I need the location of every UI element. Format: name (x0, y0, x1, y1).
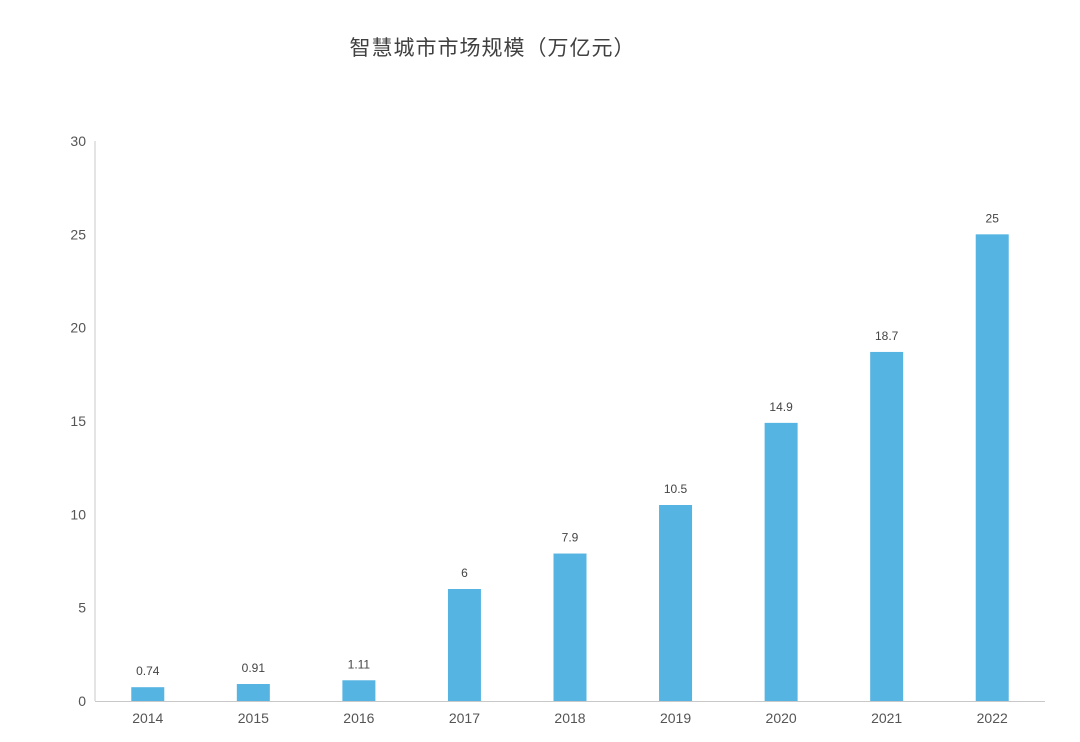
y-axis-ticks: 0 5 10 15 20 25 30 (70, 133, 86, 709)
bar-2017 (447, 589, 481, 701)
data-label-2015: 0.91 (242, 661, 266, 675)
x-tick-label-2016: 2016 (343, 710, 374, 726)
y-tick-label: 25 (70, 226, 86, 242)
data-label-2014: 0.74 (136, 664, 160, 678)
bar-2016 (342, 680, 376, 701)
bar-2022 (975, 234, 1009, 702)
bar-2018 (553, 553, 587, 701)
data-label-2022: 25 (986, 211, 1000, 225)
bar-2021 (870, 351, 904, 701)
y-tick-label: 15 (70, 413, 86, 429)
bar-2014 (131, 687, 165, 701)
bars (131, 234, 1009, 702)
x-tick-label-2014: 2014 (132, 710, 163, 726)
y-tick-label: 0 (78, 693, 86, 709)
y-tick-label: 5 (78, 600, 86, 616)
bar-2015 (236, 684, 270, 701)
y-tick-label: 20 (70, 320, 86, 336)
data-label-2021: 18.7 (875, 329, 899, 343)
data-label-2016: 1.11 (348, 657, 371, 671)
data-label-2019: 10.5 (664, 482, 688, 496)
axes (94, 141, 1045, 702)
data-labels: 0.74 0.91 1.11 6 7.9 10.5 14.9 18.7 25 (136, 211, 999, 678)
x-tick-label-2018: 2018 (554, 710, 585, 726)
x-axis-ticks: 2014 2015 2016 2017 2018 2019 2020 2021 2022 (132, 710, 1008, 726)
x-tick-label-2015: 2015 (238, 710, 269, 726)
x-tick-label-2020: 2020 (766, 710, 797, 726)
y-tick-label: 10 (70, 506, 86, 522)
x-tick-label-2022: 2022 (977, 710, 1008, 726)
data-label-2020: 14.9 (769, 400, 793, 414)
x-tick-label-2019: 2019 (660, 710, 691, 726)
chart-title: 智慧城市市场规模（万亿元） (349, 36, 636, 60)
x-tick-label-2021: 2021 (871, 710, 902, 726)
data-label-2017: 6 (461, 566, 468, 580)
x-tick-label-2017: 2017 (449, 710, 480, 726)
bar-2019 (659, 505, 693, 701)
bar-2020 (764, 422, 798, 701)
data-label-2018: 7.9 (562, 531, 579, 545)
y-tick-label: 30 (70, 133, 86, 149)
